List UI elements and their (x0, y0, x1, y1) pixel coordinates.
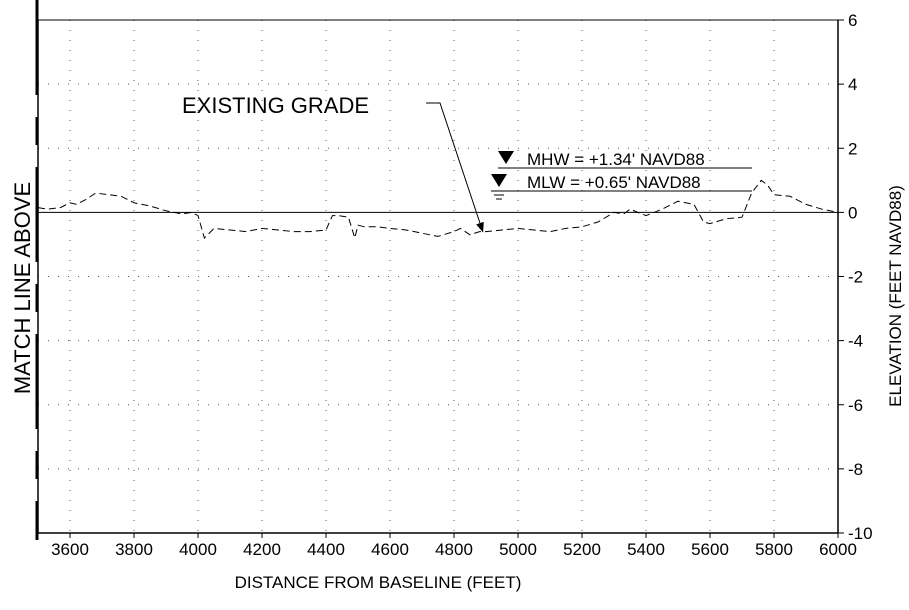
x-tick-label: 5400 (627, 540, 665, 559)
y-tick-label: 4 (848, 75, 857, 94)
x-tick-label: 5000 (499, 540, 537, 559)
x-tick-label: 3800 (115, 540, 153, 559)
existing-grade-arrow (426, 102, 484, 233)
x-axis-title: DISTANCE FROM BASELINE (FEET) (235, 573, 522, 592)
y-tick-label: -8 (848, 460, 863, 479)
grid (38, 20, 838, 533)
existing-grade-leader (426, 102, 484, 233)
match-line-label: MATCH LINE ABOVE (10, 182, 35, 394)
x-tick-label: 4000 (179, 540, 217, 559)
y-tick-label: 0 (848, 203, 857, 222)
mhw-triangle-icon (498, 151, 514, 164)
x-tick-label: 4200 (243, 540, 281, 559)
y-tick-label: 2 (848, 139, 857, 158)
y-tick-label: -4 (848, 332, 863, 351)
y-axis-title: ELEVATION (FEET NAVD88) (886, 185, 905, 407)
tide-annotations: MHW = +1.34' NAVD88 MLW = +0.65' NAVD88 (491, 150, 752, 200)
x-tick-label: 3600 (51, 540, 89, 559)
y-tick-labels: 6 4 2 0 -2 -4 -6 -8 -10 (848, 11, 873, 543)
series-line-existing-grade (37, 179, 839, 240)
existing-grade-label: EXISTING GRADE (182, 93, 369, 118)
y-tick-label: 6 (848, 11, 857, 30)
x-tick-label: 6000 (819, 540, 857, 559)
x-tick-label: 5200 (563, 540, 601, 559)
mlw-triangle-icon (491, 174, 507, 187)
x-tick-label: 5800 (755, 540, 793, 559)
mhw-label: MHW = +1.34' NAVD88 (527, 150, 705, 169)
mlw-label: MLW = +0.65' NAVD88 (527, 173, 701, 192)
x-tick-label: 4400 (307, 540, 345, 559)
x-tick-label: 4800 (435, 540, 473, 559)
series-layer (37, 179, 839, 240)
y-tick-label: -2 (848, 268, 863, 287)
x-tick-label: 4600 (371, 540, 409, 559)
y-tick-label: -10 (848, 524, 873, 543)
x-tick-labels: 3600 3800 4000 4200 4400 4600 4800 5000 5200 5400… (51, 540, 857, 559)
y-tick-label: -6 (848, 396, 863, 415)
plot-frame (37, 19, 844, 538)
x-tick-label: 5600 (691, 540, 729, 559)
